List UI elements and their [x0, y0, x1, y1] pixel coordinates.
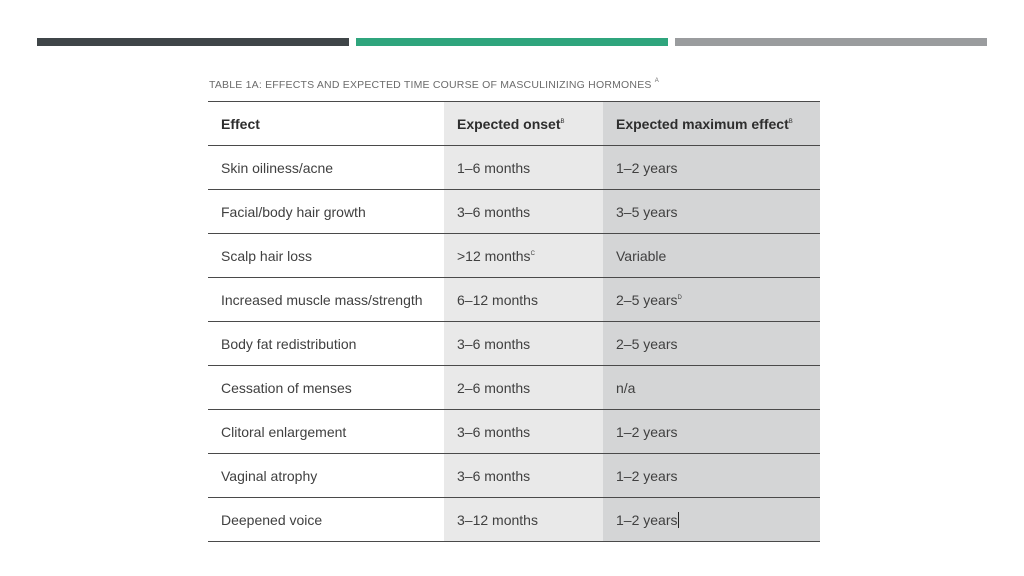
cell-effect: Scalp hair loss	[208, 233, 444, 278]
cell-onset: 3–6 months	[444, 409, 603, 454]
header-effect-label: Effect	[221, 115, 260, 132]
header-stripe-green	[356, 38, 668, 46]
cell-max-effect[interactable]: 1–2 years	[603, 497, 820, 542]
cell-effect: Skin oiliness/acne	[208, 145, 444, 190]
effects-table: Effect Expected onsetB Expected maximum …	[208, 101, 820, 542]
cell-max-effect: 1–2 years	[603, 409, 820, 454]
header-expected-maximum-effect: Expected maximum effectB	[603, 101, 820, 146]
table-caption-superscript: A	[654, 78, 659, 84]
table-row: Increased muscle mass/strength 6–12 mont…	[208, 277, 820, 322]
cell-onset: 6–12 months	[444, 277, 603, 322]
table-row: Scalp hair loss >12 monthsC Variable	[208, 233, 820, 278]
cell-max-effect: 2–5 yearsD	[603, 277, 820, 322]
cell-onset: 3–6 months	[444, 189, 603, 234]
text-cursor	[678, 511, 680, 528]
table-row: Body fat redistribution 3–6 months 2–5 y…	[208, 321, 820, 366]
table-row: Facial/body hair growth 3–6 months 3–5 y…	[208, 189, 820, 234]
header-onset-label: Expected onset	[457, 115, 561, 132]
cell-effect: Clitoral enlargement	[208, 409, 444, 454]
header-expected-onset: Expected onsetB	[444, 101, 603, 146]
cell-max-effect: 3–5 years	[603, 189, 820, 234]
header-onset-superscript: B	[560, 118, 565, 125]
cell-onset: >12 monthsC	[444, 233, 603, 278]
table-row: Cessation of menses 2–6 months n/a	[208, 365, 820, 410]
cell-effect: Vaginal atrophy	[208, 453, 444, 498]
header-max-label: Expected maximum effect	[616, 115, 789, 132]
header-stripe-dark	[37, 38, 349, 46]
header-effect: Effect	[208, 101, 444, 146]
cell-max-effect: 2–5 years	[603, 321, 820, 366]
table-header-row: Effect Expected onsetB Expected maximum …	[208, 101, 820, 146]
cell-effect: Cessation of menses	[208, 365, 444, 410]
header-max-superscript: B	[788, 118, 793, 125]
table-caption: TABLE 1A: EFFECTS AND EXPECTED TIME COUR…	[209, 78, 659, 91]
cell-effect: Deepened voice	[208, 497, 444, 542]
cell-onset: 1–6 months	[444, 145, 603, 190]
table-row: Skin oiliness/acne 1–6 months 1–2 years	[208, 145, 820, 190]
cell-effect: Facial/body hair growth	[208, 189, 444, 234]
cell-max-effect: Variable	[603, 233, 820, 278]
cell-max-effect: 1–2 years	[603, 145, 820, 190]
table-row: Clitoral enlargement 3–6 months 1–2 year…	[208, 409, 820, 454]
cell-max-effect: 1–2 years	[603, 453, 820, 498]
cell-effect: Body fat redistribution	[208, 321, 444, 366]
cell-onset: 3–12 months	[444, 497, 603, 542]
cell-max-effect: n/a	[603, 365, 820, 410]
cell-effect: Increased muscle mass/strength	[208, 277, 444, 322]
table-row: Deepened voice 3–12 months 1–2 years	[208, 497, 820, 542]
table-caption-text: TABLE 1A: EFFECTS AND EXPECTED TIME COUR…	[209, 79, 652, 91]
cell-onset: 3–6 months	[444, 321, 603, 366]
cell-onset: 3–6 months	[444, 453, 603, 498]
table-row: Vaginal atrophy 3–6 months 1–2 years	[208, 453, 820, 498]
cell-onset: 2–6 months	[444, 365, 603, 410]
header-stripe-gray	[675, 38, 987, 46]
